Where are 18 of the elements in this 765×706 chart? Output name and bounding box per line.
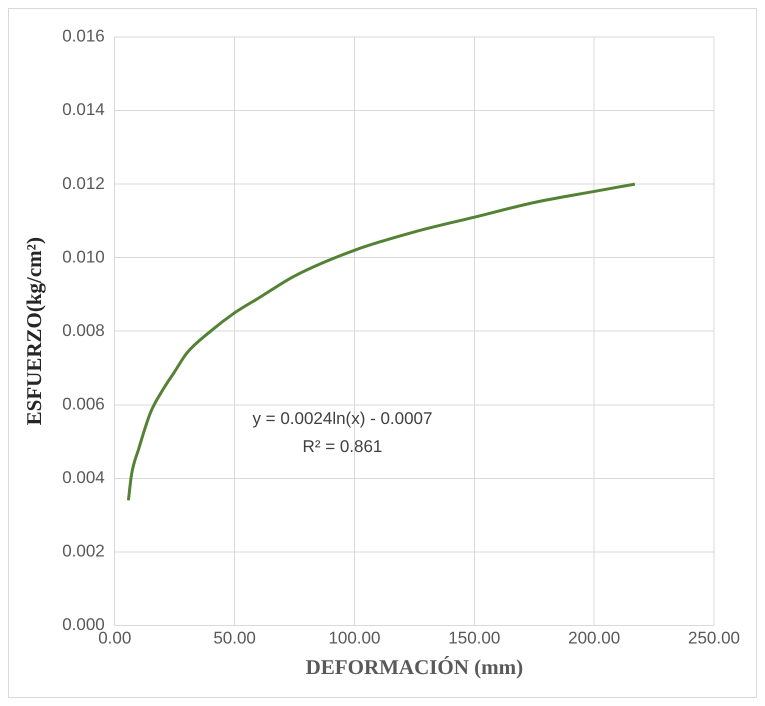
y-tick-label: 0.004: [62, 468, 105, 487]
x-tick-label: 50.00: [213, 628, 256, 648]
y-tick-label: 0.016: [62, 26, 105, 46]
x-tick-label: 250.00: [688, 628, 740, 648]
x-tick-label: 200.00: [568, 628, 620, 648]
line-series: [126, 182, 636, 502]
annotation: R² = 0.861: [302, 437, 382, 456]
y-tick-label: 0.010: [62, 247, 105, 266]
x-axis-title: DEFORMACIÓN (mm): [306, 654, 524, 679]
y-tick-label: 0.008: [62, 320, 105, 340]
y-tick-label: 0.012: [62, 174, 105, 193]
x-tick-label: 150.00: [448, 628, 500, 648]
y-axis-title: ESFUERZO(kg/cm²): [22, 237, 46, 426]
x-tick-label: 100.00: [328, 628, 380, 648]
annotation: y = 0.0024ln(x) - 0.0007: [252, 409, 432, 428]
y-tick-label: 0.002: [62, 542, 105, 561]
y-tick-label: 0.006: [62, 394, 105, 414]
y-tick-label: 0.014: [62, 100, 105, 120]
